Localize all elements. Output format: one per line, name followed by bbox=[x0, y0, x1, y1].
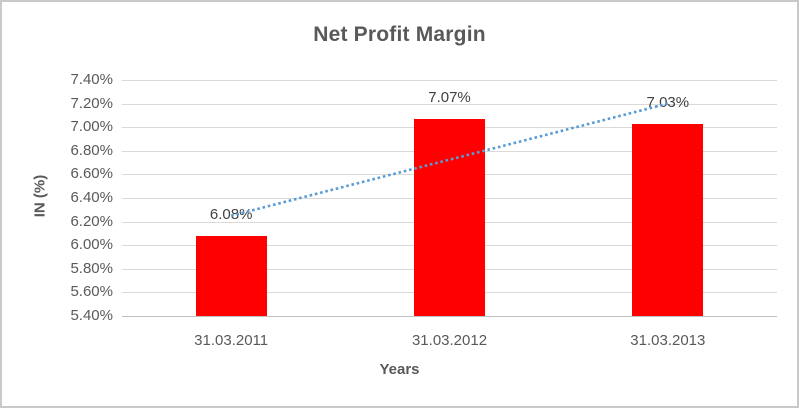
bar-data-label: 6.08% bbox=[209, 205, 253, 223]
y-axis-tick-label: 6.80% bbox=[70, 141, 113, 159]
y-axis-tick-label: 6.20% bbox=[70, 212, 113, 230]
bar bbox=[195, 235, 267, 316]
bar bbox=[414, 118, 485, 316]
x-axis-line bbox=[122, 316, 777, 317]
bar-data-label: 7.07% bbox=[428, 88, 471, 106]
y-axis-tick-label: 6.40% bbox=[70, 189, 113, 206]
bar-data-label: 7.03% bbox=[646, 93, 690, 111]
y-gridline bbox=[122, 80, 777, 81]
y-axis-tick-label: 7.00% bbox=[70, 118, 113, 136]
x-axis-category-label: 31.03.2011 bbox=[194, 332, 269, 349]
y-axis-tick-label: 7.20% bbox=[70, 94, 113, 112]
y-axis-tick-label: 6.00% bbox=[70, 236, 113, 254]
y-axis-tick-label: 7.40% bbox=[70, 71, 113, 88]
y-axis-tick-label: 5.60% bbox=[70, 283, 113, 301]
x-axis-category-label: 31.03.2012 bbox=[411, 332, 488, 349]
y-axis-tick-label: 5.40% bbox=[70, 307, 113, 324]
x-axis-category-label: 31.03.2013 bbox=[630, 332, 706, 349]
chart-title: Net Profit Margin bbox=[313, 23, 486, 46]
x-axis-title: Years bbox=[379, 361, 420, 378]
bar bbox=[632, 123, 704, 316]
y-axis-tick-label: 5.80% bbox=[70, 259, 113, 277]
y-axis-tick-label: 6.60% bbox=[70, 165, 113, 183]
